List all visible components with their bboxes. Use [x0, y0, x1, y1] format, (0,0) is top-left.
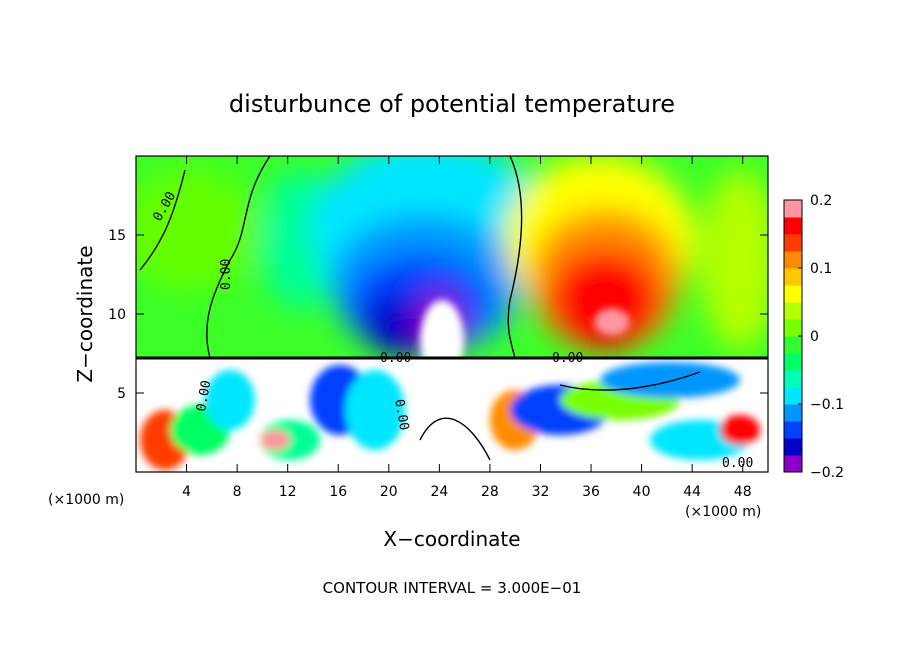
colorbar-swatch: [784, 455, 802, 473]
contour-lines: [139, 156, 701, 461]
colorbar-swatch: [784, 268, 802, 286]
chart-title: disturbunce of potential temperature: [229, 90, 675, 118]
contour-interval-note: CONTOUR INTERVAL = 3.000E−01: [323, 579, 582, 597]
colorbar-swatch: [784, 217, 802, 235]
x-tick-label: 24: [430, 484, 448, 500]
contour-label: 0.00: [552, 351, 583, 366]
colorbar-swatch: [784, 353, 802, 371]
x-tick-label: 4: [182, 484, 191, 500]
contour-line-left: [206, 156, 271, 359]
contour-label: 0.00: [380, 351, 411, 366]
colorbar-tick-label: 0.2: [810, 193, 832, 209]
x-tick-label: 44: [683, 484, 701, 500]
colorbar-swatch: [784, 336, 802, 354]
colorbar-tick-label: 0.1: [810, 261, 832, 277]
x-unit-left: (×1000 m): [48, 492, 124, 508]
x-tick-label: 40: [633, 484, 651, 500]
colorbar: [784, 200, 802, 473]
y-ticks: 5 10 15: [108, 228, 768, 402]
x-axis-label: X−coordinate: [383, 527, 520, 551]
contour-label: 0.00: [391, 398, 411, 431]
contour-label: 0.00: [722, 456, 753, 471]
colorbar-swatch: [784, 200, 802, 218]
x-tick-label: 48: [734, 484, 752, 500]
colorbar-swatch: [784, 285, 802, 303]
colorbar-swatch: [784, 438, 802, 456]
x-tick-label: 20: [380, 484, 398, 500]
x-tick-label: 16: [329, 484, 347, 500]
colorbar-swatch: [784, 421, 802, 439]
contour-line-lower-right: [559, 371, 701, 391]
y-axis-label: Z−coordinate: [73, 245, 97, 382]
x-tick-label: 8: [233, 484, 242, 500]
field-blobs-lower: [140, 362, 760, 470]
contour-line-right: [507, 156, 523, 359]
y-tick-label: 15: [108, 228, 126, 244]
colorbar-tick-label: −0.1: [810, 397, 844, 413]
contour-label: 0.00: [194, 379, 214, 412]
colorbar-swatch: [784, 387, 802, 405]
x-tick-label: 28: [481, 484, 499, 500]
y-tick-label: 5: [117, 386, 126, 402]
pink-core: [594, 308, 630, 336]
colorbar-swatch: [784, 370, 802, 388]
colorbar-tick-label: −0.2: [810, 465, 844, 481]
contour-line-far-left: [139, 169, 186, 271]
colorbar-ticks: 0.2 0.1 0 −0.1 −0.2: [798, 193, 844, 481]
x-tick-label: 32: [532, 484, 550, 500]
colorbar-tick-label: 0: [810, 329, 819, 345]
plot-area: 0.00 0.00 0.00 0.00 0.00 0.00 0.00: [136, 156, 768, 472]
x-ticks: 4 8 12 16 20 24 28 32 36 40 44 48: [182, 156, 752, 500]
colorbar-swatch: [784, 404, 802, 422]
x-unit-right: (×1000 m): [685, 504, 761, 520]
colorbar-swatch: [784, 234, 802, 252]
x-tick-label: 12: [279, 484, 297, 500]
colorbar-swatch: [784, 302, 802, 320]
colorbar-swatch: [784, 251, 802, 269]
y-tick-label: 10: [108, 307, 126, 323]
colorbar-swatch: [784, 319, 802, 337]
x-tick-label: 36: [582, 484, 600, 500]
contour-label: 0.00: [219, 259, 234, 290]
contour-line-lower-left: [419, 417, 491, 461]
